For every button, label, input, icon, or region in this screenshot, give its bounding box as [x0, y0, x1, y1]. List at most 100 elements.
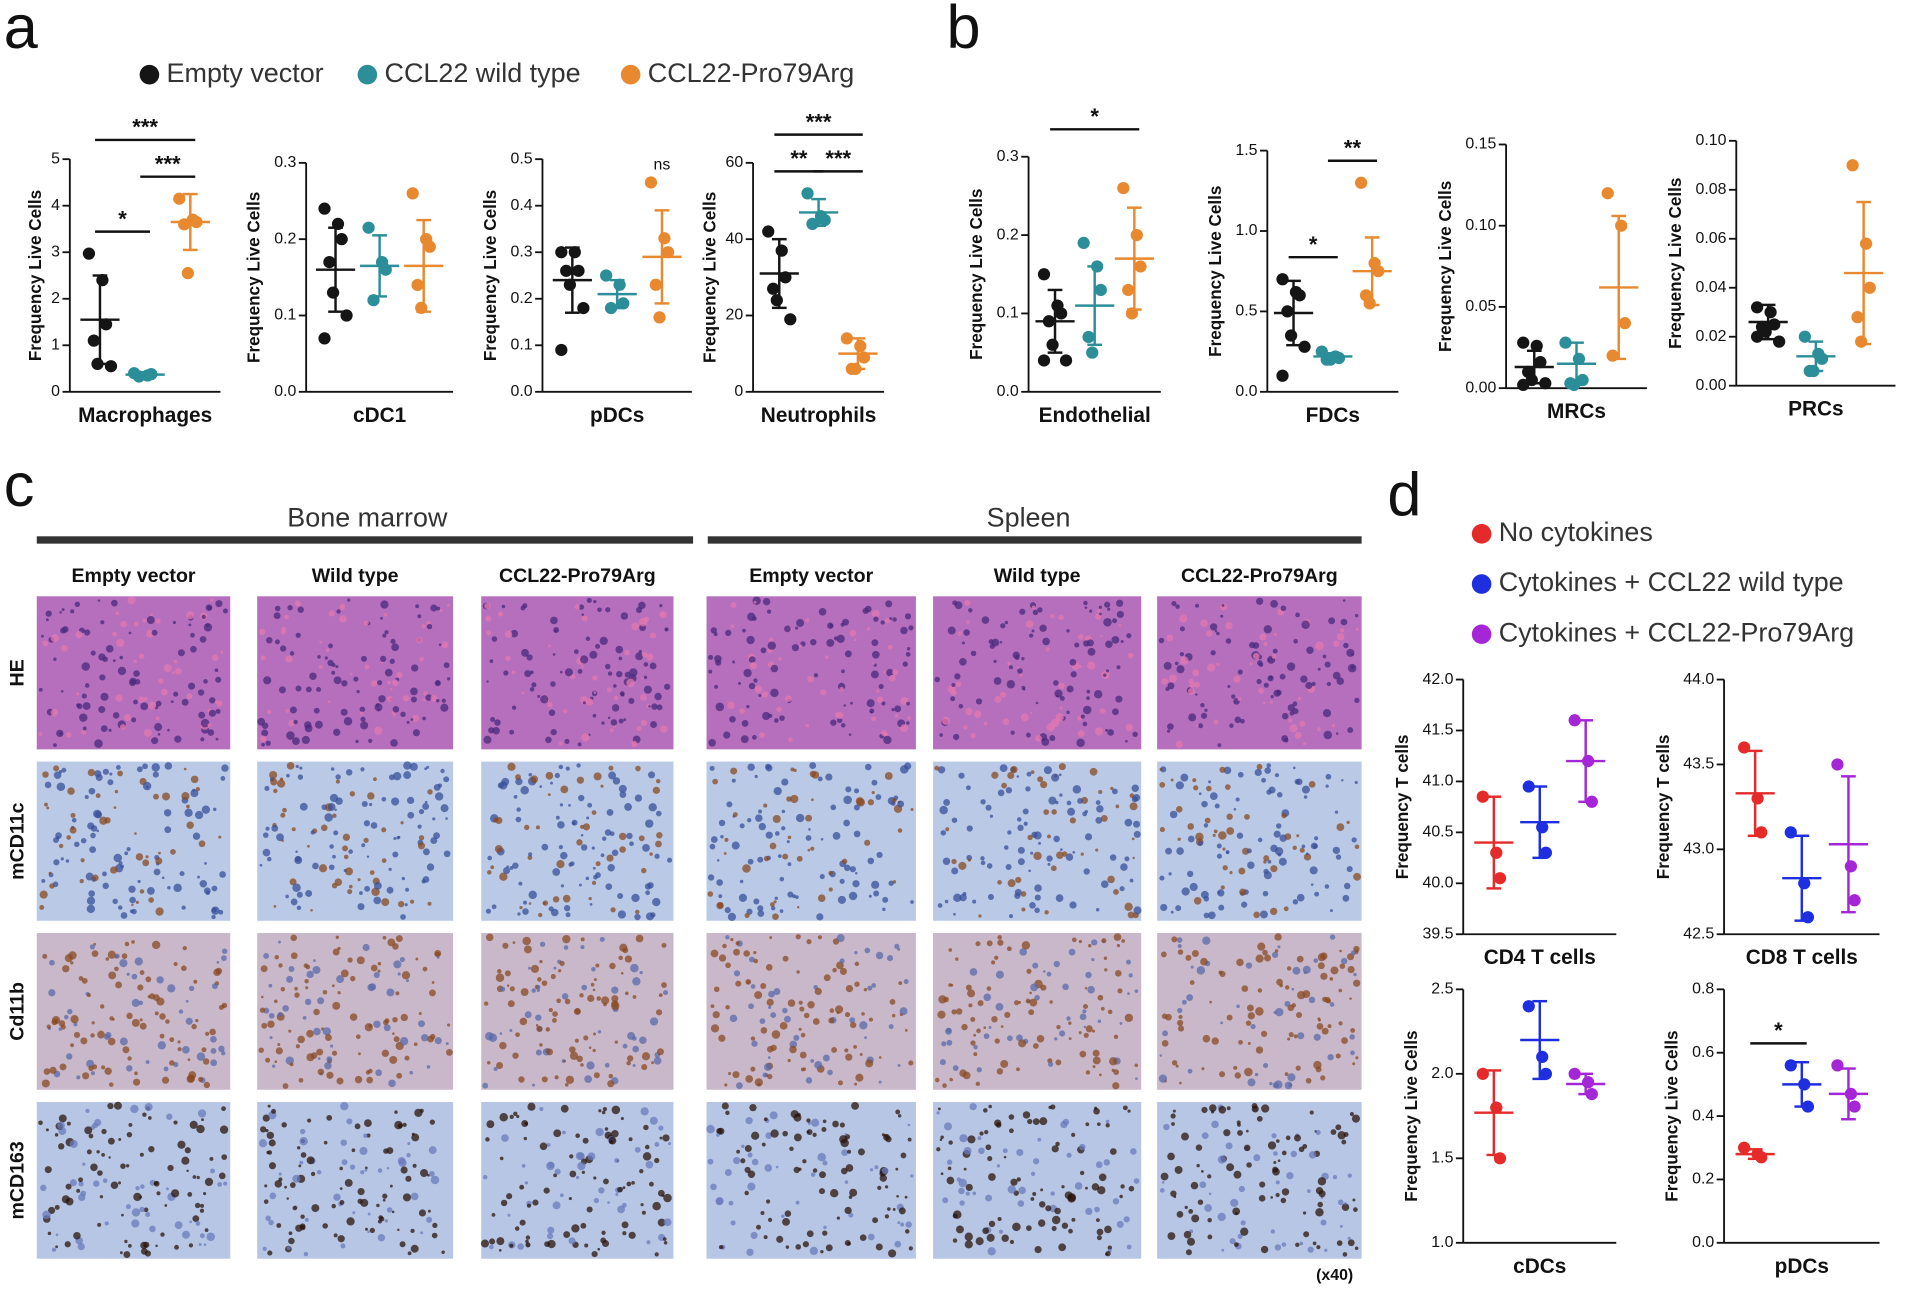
y-tick-label: 2.5	[1431, 981, 1453, 998]
micrograph-texture	[41, 879, 45, 883]
micrograph-texture	[1170, 811, 1177, 818]
micrograph-texture	[1303, 742, 1307, 746]
micrograph-texture	[326, 1115, 332, 1121]
micrograph-texture	[593, 600, 596, 603]
micrograph-texture	[154, 869, 161, 876]
micrograph-texture	[959, 704, 963, 708]
micrograph-texture	[988, 1105, 992, 1109]
micrograph-texture	[1086, 1025, 1093, 1032]
micrograph-texture	[1068, 1229, 1073, 1234]
micrograph-texture	[270, 778, 277, 785]
micrograph-texture	[984, 722, 988, 726]
micrograph-texture	[597, 607, 602, 612]
micrograph-texture	[276, 833, 284, 841]
micrograph-texture	[1121, 640, 1124, 643]
micrograph-texture	[1344, 883, 1351, 890]
micrograph-texture	[898, 828, 903, 833]
micrograph-texture	[576, 763, 580, 767]
micrograph-texture	[1185, 1206, 1188, 1209]
micrograph-texture	[44, 803, 48, 807]
micrograph-texture	[833, 832, 841, 840]
micrograph-texture	[396, 935, 403, 942]
micrograph-texture	[370, 1228, 375, 1233]
micrograph-texture	[96, 774, 103, 781]
micrograph-texture	[103, 1178, 108, 1183]
micrograph-texture	[365, 1023, 373, 1031]
micrograph-texture	[274, 905, 277, 908]
micrograph-texture	[285, 709, 289, 713]
micrograph-texture	[395, 991, 399, 995]
micrograph-texture	[152, 941, 160, 949]
micrograph-texture	[358, 1052, 361, 1055]
micrograph-texture	[1236, 959, 1243, 966]
micrograph-texture	[1313, 958, 1318, 963]
micrograph-texture	[725, 1169, 732, 1176]
data-point	[1615, 220, 1627, 232]
micrograph-texture	[334, 1233, 338, 1237]
micrograph-texture	[358, 878, 361, 881]
micrograph-texture	[1162, 1040, 1169, 1047]
micrograph-texture	[656, 832, 662, 838]
micrograph-texture	[864, 840, 870, 846]
micrograph-texture	[140, 1023, 147, 1030]
data-point	[771, 294, 783, 306]
micrograph-texture	[1257, 764, 1263, 770]
micrograph-texture	[490, 717, 495, 722]
micrograph-texture	[1226, 851, 1229, 854]
micrograph-texture	[769, 638, 773, 642]
micrograph-texture	[299, 1137, 307, 1145]
micrograph-texture	[1310, 866, 1318, 874]
micrograph-texture	[70, 1015, 78, 1023]
micrograph-texture	[877, 696, 884, 703]
micrograph-texture	[82, 694, 87, 699]
micrograph-texture	[311, 1052, 318, 1059]
micrograph-texture	[1067, 801, 1072, 806]
micrograph-texture	[580, 1223, 586, 1229]
data-point	[555, 344, 567, 356]
micrograph-texture	[187, 1192, 192, 1197]
micrograph-texture	[736, 1150, 740, 1154]
micrograph-texture	[1285, 985, 1289, 989]
micrograph-texture	[1004, 1156, 1007, 1159]
micrograph-texture	[267, 1132, 274, 1139]
micrograph-texture	[642, 844, 650, 852]
micrograph-texture	[382, 858, 387, 863]
micrograph-texture	[209, 1029, 216, 1036]
micrograph-texture	[615, 1193, 618, 1196]
y-tick-label: 3	[51, 243, 60, 260]
micrograph-texture	[274, 612, 281, 619]
micrograph-texture	[826, 639, 834, 647]
micrograph-texture	[1120, 1184, 1124, 1188]
micrograph-texture	[67, 787, 75, 795]
micrograph-texture	[626, 833, 632, 839]
micrograph-texture	[367, 1230, 370, 1233]
micrograph-texture	[298, 1165, 301, 1168]
micrograph-texture	[40, 1185, 46, 1191]
micrograph-texture	[997, 935, 1002, 940]
micrograph-texture	[951, 867, 958, 874]
micrograph-texture	[1085, 987, 1087, 989]
micrograph-texture	[492, 727, 500, 735]
micrograph-texture	[524, 1137, 527, 1140]
micrograph-texture	[206, 1232, 215, 1241]
micrograph-texture	[368, 1212, 371, 1215]
micrograph-texture	[422, 717, 426, 721]
micrograph-texture	[531, 965, 539, 973]
micrograph-texture	[216, 709, 221, 714]
micrograph-texture	[394, 1121, 403, 1130]
micrograph-texture	[1309, 997, 1315, 1003]
micrograph-texture	[1085, 1122, 1089, 1126]
micrograph-texture	[1119, 1195, 1122, 1198]
micrograph-texture	[89, 1134, 94, 1139]
micrograph-texture	[1325, 884, 1329, 888]
micrograph-texture	[311, 830, 315, 834]
micrograph-texture	[586, 817, 589, 820]
micrograph-texture	[1273, 1082, 1279, 1088]
micrograph-texture	[941, 1172, 944, 1175]
micrograph-texture	[260, 1007, 265, 1012]
micrograph-texture	[988, 1173, 996, 1181]
micrograph-texture	[332, 984, 335, 987]
micrograph-texture	[423, 967, 428, 972]
micrograph-texture	[133, 670, 140, 677]
micrograph-texture	[396, 672, 402, 678]
